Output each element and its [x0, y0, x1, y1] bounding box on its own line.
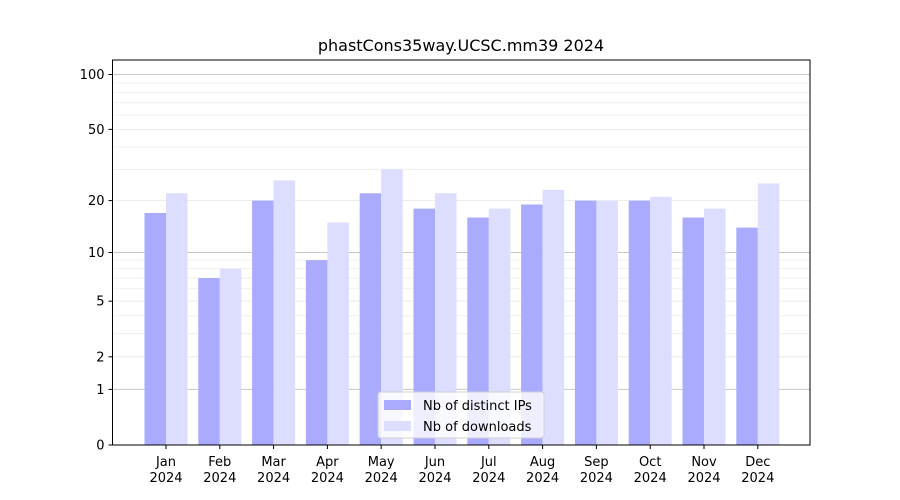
x-tick-label-year: 2024 — [203, 471, 236, 486]
x-tick-label-year: 2024 — [418, 471, 451, 486]
bar-ips — [198, 278, 220, 445]
bar-downloads — [273, 180, 296, 446]
x-tick-label-year: 2024 — [580, 471, 613, 486]
y-tick-label: 0 — [96, 439, 104, 454]
x-tick-label-year: 2024 — [634, 471, 667, 486]
bar-ips — [359, 193, 382, 445]
bar-ips — [144, 212, 166, 445]
x-tick-label-month: Sep — [584, 455, 609, 470]
bar-ips — [467, 217, 489, 445]
bar-downloads — [704, 208, 726, 445]
x-tick-label-month: Jun — [424, 455, 445, 470]
x-tick-label-month: Dec — [745, 455, 770, 470]
y-tick-label: 5 — [96, 295, 104, 310]
x-tick-label-year: 2024 — [472, 471, 505, 486]
x-tick-label-year: 2024 — [311, 471, 344, 486]
x-tick-label-month: Oct — [639, 455, 661, 470]
y-tick-label: 50 — [88, 123, 105, 138]
bar-downloads — [757, 183, 780, 445]
chart-title: phastCons35way.UCSC.mm39 2024 — [318, 36, 604, 55]
bar-downloads — [166, 193, 188, 445]
bar-ips — [252, 200, 274, 445]
x-tick-label-month: Feb — [208, 455, 231, 470]
y-tick-label: 10 — [88, 246, 105, 261]
bar-downloads — [327, 222, 349, 445]
x-tick-label-month: Jan — [155, 455, 176, 470]
legend-label: Nb of distinct IPs — [423, 399, 532, 414]
x-tick-label-year: 2024 — [687, 471, 720, 486]
x-tick-label-year: 2024 — [149, 471, 182, 486]
legend: Nb of distinct IPs Nb of downloads — [377, 391, 545, 439]
x-tick-label-month: Jul — [480, 455, 497, 470]
bar-downloads — [596, 200, 618, 445]
x-tick-label-month: Nov — [691, 455, 717, 470]
bars — [144, 169, 780, 446]
bar-downloads — [650, 196, 672, 445]
bar-downloads — [488, 208, 511, 445]
bar-ips — [305, 260, 328, 445]
bar-downloads — [219, 268, 242, 445]
y-tick-label: 2 — [96, 350, 104, 365]
bar-ips — [574, 200, 597, 445]
x-tick-label-month: May — [368, 455, 395, 470]
bar-ips — [736, 227, 758, 445]
y-tick-label: 20 — [88, 194, 105, 209]
x-tick-label-month: Aug — [530, 455, 555, 470]
bar-downloads — [435, 193, 457, 445]
x-tick-label-year: 2024 — [741, 471, 774, 486]
y-tick-label: 1 — [96, 383, 104, 398]
y-tick-label: 100 — [80, 68, 105, 83]
x-tick-label-year: 2024 — [257, 471, 290, 486]
bar-ips — [413, 208, 435, 445]
bar-ips — [628, 200, 651, 445]
bar-ips — [521, 204, 543, 445]
axes: 0125102050100Jan2024Feb2024Mar2024Apr202… — [80, 59, 811, 486]
x-tick-label-month: Mar — [261, 455, 286, 470]
legend-box — [377, 391, 545, 439]
bar-ips — [682, 217, 704, 445]
x-tick-label-year: 2024 — [365, 471, 398, 486]
bar-downloads — [542, 189, 565, 445]
x-tick-label-year: 2024 — [526, 471, 559, 486]
bar-downloads — [381, 169, 403, 445]
legend-swatch — [384, 421, 411, 431]
legend-swatch — [384, 400, 411, 410]
x-tick-label-month: Apr — [316, 455, 339, 470]
legend-label: Nb of downloads — [423, 420, 532, 435]
